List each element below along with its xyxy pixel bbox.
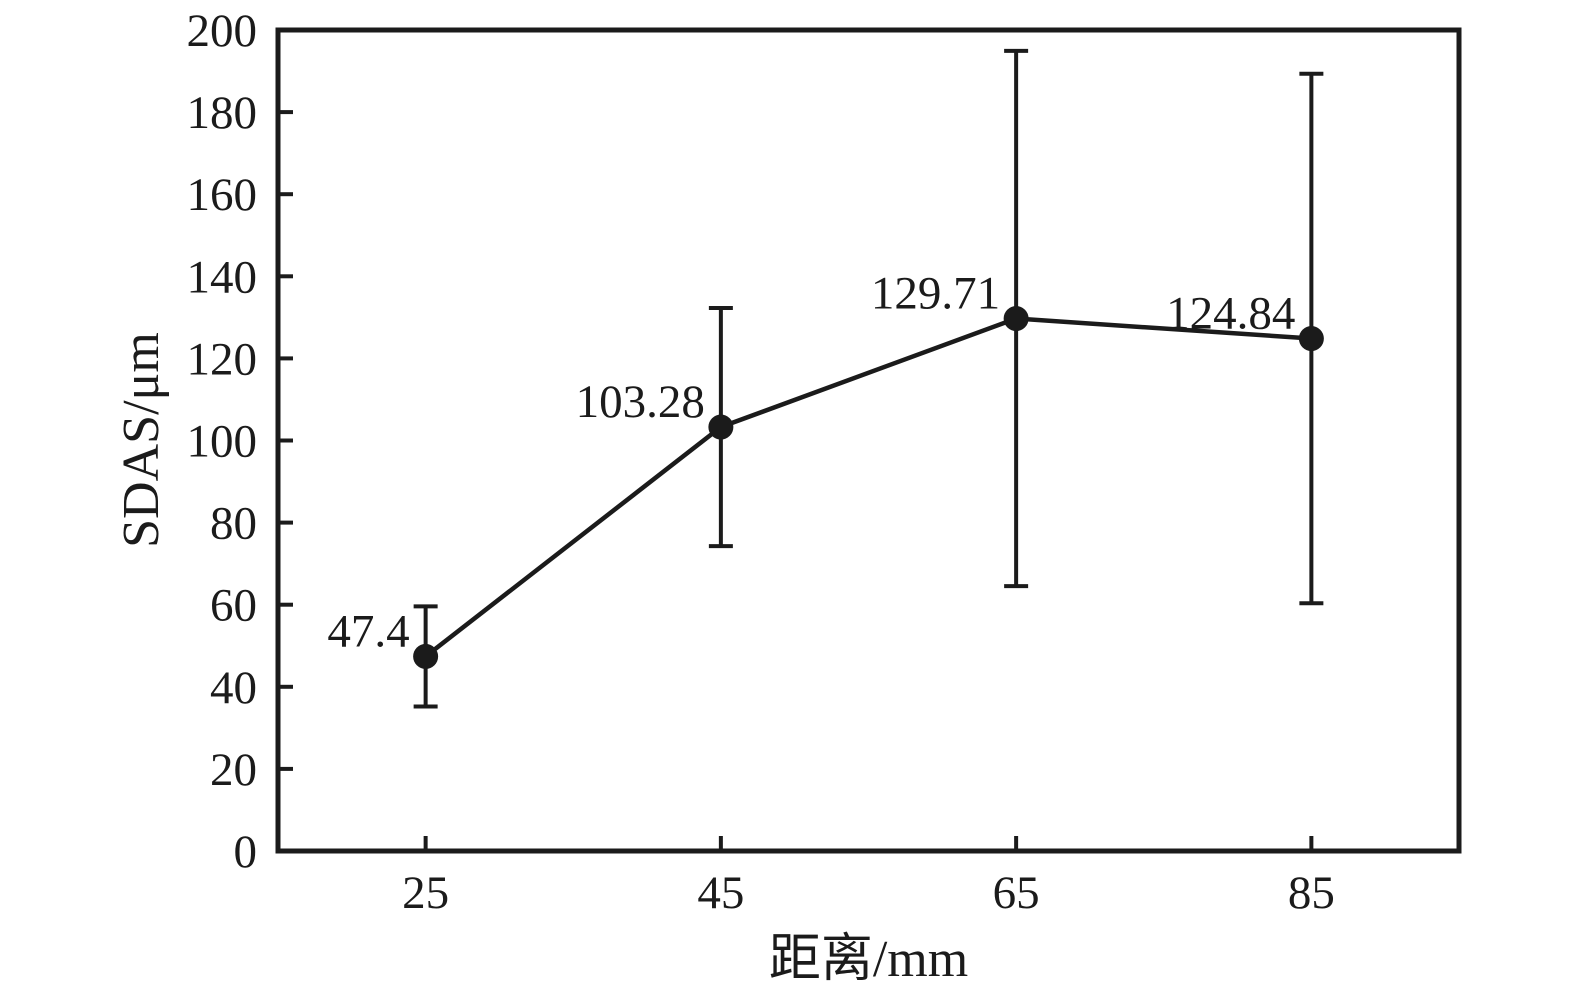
y-axis-tick-labels: 0 20 40 60 80 100 120 140 160 180 200 bbox=[187, 5, 258, 878]
y-tick-label-140: 140 bbox=[187, 251, 258, 303]
x-axis-tick-labels: 25 45 65 85 bbox=[402, 867, 1335, 919]
x-tick-label-45: 45 bbox=[697, 867, 744, 919]
x-tick-label-65: 65 bbox=[993, 867, 1040, 919]
data-point-markers bbox=[413, 306, 1324, 669]
series-line bbox=[424, 316, 1312, 659]
y-tick-label-40: 40 bbox=[210, 662, 257, 714]
x-tick-label-85: 85 bbox=[1288, 867, 1335, 919]
y-tick-label-80: 80 bbox=[210, 498, 257, 550]
y-tick-label-60: 60 bbox=[210, 580, 257, 632]
data-point-labels: 47.4 103.28 129.71 124.84 bbox=[327, 268, 1295, 658]
data-point-25 bbox=[413, 643, 439, 669]
point-label-85: 124.84 bbox=[1166, 288, 1295, 340]
point-label-45: 103.28 bbox=[576, 376, 705, 428]
x-tick-label-25: 25 bbox=[402, 867, 449, 919]
y-axis-title: SDAS/μm bbox=[113, 332, 170, 548]
y-tick-label-0: 0 bbox=[234, 826, 258, 878]
y-tick-label-200: 200 bbox=[187, 5, 258, 57]
data-point-85 bbox=[1298, 326, 1324, 352]
y-tick-label-100: 100 bbox=[187, 416, 258, 468]
point-label-25: 47.4 bbox=[327, 605, 409, 657]
x-axis-title: 距离/mm bbox=[769, 931, 968, 988]
plot-frame bbox=[275, 27, 1462, 854]
data-line bbox=[424, 316, 1312, 659]
y-tick-label-20: 20 bbox=[210, 744, 257, 796]
error-bars bbox=[413, 48, 1324, 709]
y-tick-label-120: 120 bbox=[187, 333, 258, 385]
y-tick-label-160: 160 bbox=[187, 169, 258, 221]
point-label-65: 129.71 bbox=[871, 268, 1000, 320]
axes-frame bbox=[275, 27, 1462, 854]
data-point-65 bbox=[1003, 306, 1029, 332]
data-point-45 bbox=[708, 414, 734, 440]
y-tick-label-180: 180 bbox=[187, 87, 258, 139]
